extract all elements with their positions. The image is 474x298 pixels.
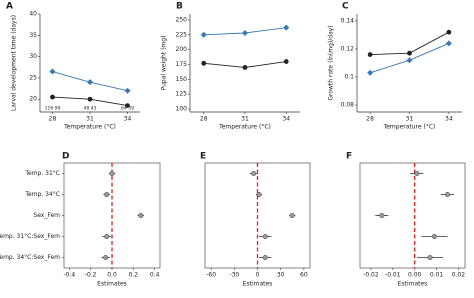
y-tick-label: 200 (176, 46, 188, 53)
y-tick-label: 35 (29, 32, 37, 39)
point (124, 87, 131, 94)
point (49, 68, 56, 75)
y-tick-label: Temp. 31°C (24, 170, 60, 177)
estimate (109, 170, 115, 177)
panel-letter: B (176, 2, 183, 12)
x-axis-title: Estimates (243, 281, 273, 288)
point (407, 50, 412, 56)
point (283, 59, 289, 64)
y-tick-label: Sex_Fem (33, 212, 60, 219)
x-tick-label: -0.01 (385, 272, 401, 279)
point (406, 57, 413, 64)
point (446, 29, 452, 35)
estimate (103, 254, 109, 261)
x-tick-label: -0.2 (85, 272, 97, 279)
y-tick-label: 40 (29, 11, 37, 18)
panel-letter: D (62, 152, 69, 162)
estimate (251, 170, 257, 177)
panel-letter: F (346, 152, 352, 162)
x-tick-label: 0.2 (129, 272, 139, 279)
y-tick-label: Temp. 34°C (24, 191, 60, 198)
x-tick-label: 34 (282, 116, 290, 123)
x-tick-label: 28 (366, 116, 374, 123)
x-tick-label: 0 (256, 272, 260, 279)
x-axis-title: Temperature (°C) (383, 124, 436, 131)
estimate (431, 233, 437, 240)
panel-letter: C (342, 2, 349, 12)
y-axis-title: Pupal weight (mg) (161, 36, 168, 91)
x-axis-title: Temperature (°C) (218, 124, 271, 131)
estimate (379, 212, 385, 219)
estimate (104, 191, 110, 198)
x-axis-title: Estimates (97, 281, 127, 288)
y-tick-label: 225 (176, 31, 188, 38)
y-tick-label: 250 (176, 16, 188, 23)
estimate (138, 212, 144, 219)
point (50, 94, 55, 100)
point (242, 30, 248, 37)
point (125, 103, 130, 109)
x-tick-label: 30 (277, 272, 285, 279)
y-tick-label: 0.12 (341, 46, 355, 53)
x-tick-label: 34 (445, 116, 453, 123)
x-tick-label: 60 (300, 272, 308, 279)
point (242, 65, 248, 70)
y-tick-label: 0.14 (341, 18, 355, 25)
x-tick-label: 28 (200, 116, 208, 123)
x-tick-label: -0.4 (63, 272, 75, 279)
x-tick-label: 0.01 (430, 272, 444, 279)
estimate (262, 233, 268, 240)
estimate (289, 212, 295, 219)
y-tick-label: 0.08 (341, 102, 355, 109)
y-axis-title: Growth rate (ln(mg)/day) (328, 25, 335, 100)
x-tick-label: 0.4 (150, 272, 160, 279)
y-tick-label: 20 (29, 96, 37, 103)
plot-frame (359, 162, 466, 269)
x-axis-title: Temperature (°C) (63, 124, 116, 131)
x-tick-label: 0.00 (408, 272, 422, 279)
sample-size: 116 99 (45, 106, 61, 112)
x-tick-label: 34 (124, 116, 132, 123)
x-tick-label: 31 (406, 116, 414, 123)
x-tick-label: 31 (241, 116, 249, 123)
x-tick-label: 28 (49, 116, 57, 123)
x-axis-title: Estimates (398, 281, 428, 288)
x-tick-label: -60 (206, 272, 216, 279)
point (283, 24, 290, 31)
y-tick-label: 175 (176, 61, 188, 68)
sample-size: 48 43 (84, 106, 97, 112)
y-tick-label: 25 (29, 74, 37, 81)
x-tick-label: -0.02 (363, 272, 379, 279)
y-axis-title: Larval development time (days) (11, 15, 18, 111)
x-tick-label: 31 (86, 116, 94, 123)
point (87, 96, 93, 102)
point (201, 60, 207, 66)
estimate (262, 254, 268, 261)
estimate (444, 191, 451, 198)
point (367, 69, 374, 76)
estimate (414, 170, 420, 177)
y-tick-label: 0.1 (344, 74, 354, 81)
point (367, 52, 373, 57)
point (445, 40, 452, 47)
x-tick-label: 0.0 (107, 272, 117, 279)
y-tick-label: 30 (29, 53, 37, 60)
panel-letter: A (6, 2, 13, 12)
panel-letter: E (200, 152, 206, 162)
point (87, 79, 93, 86)
y-tick-label: 100 (176, 106, 188, 113)
y-tick-label: 125 (176, 91, 188, 98)
estimate (104, 233, 110, 240)
sample-size: 64 39 (121, 106, 134, 112)
estimate (256, 191, 262, 198)
point (200, 31, 207, 38)
estimate (427, 254, 433, 261)
y-tick-label: 150 (176, 76, 188, 83)
y-tick-label: Temp. 31°C:Sex_Fem (0, 233, 60, 240)
y-tick-label: Temp. 34°C:Sex_Fem (0, 254, 60, 261)
x-tick-label: -30 (229, 272, 239, 279)
x-tick-label: 0.02 (452, 272, 466, 279)
